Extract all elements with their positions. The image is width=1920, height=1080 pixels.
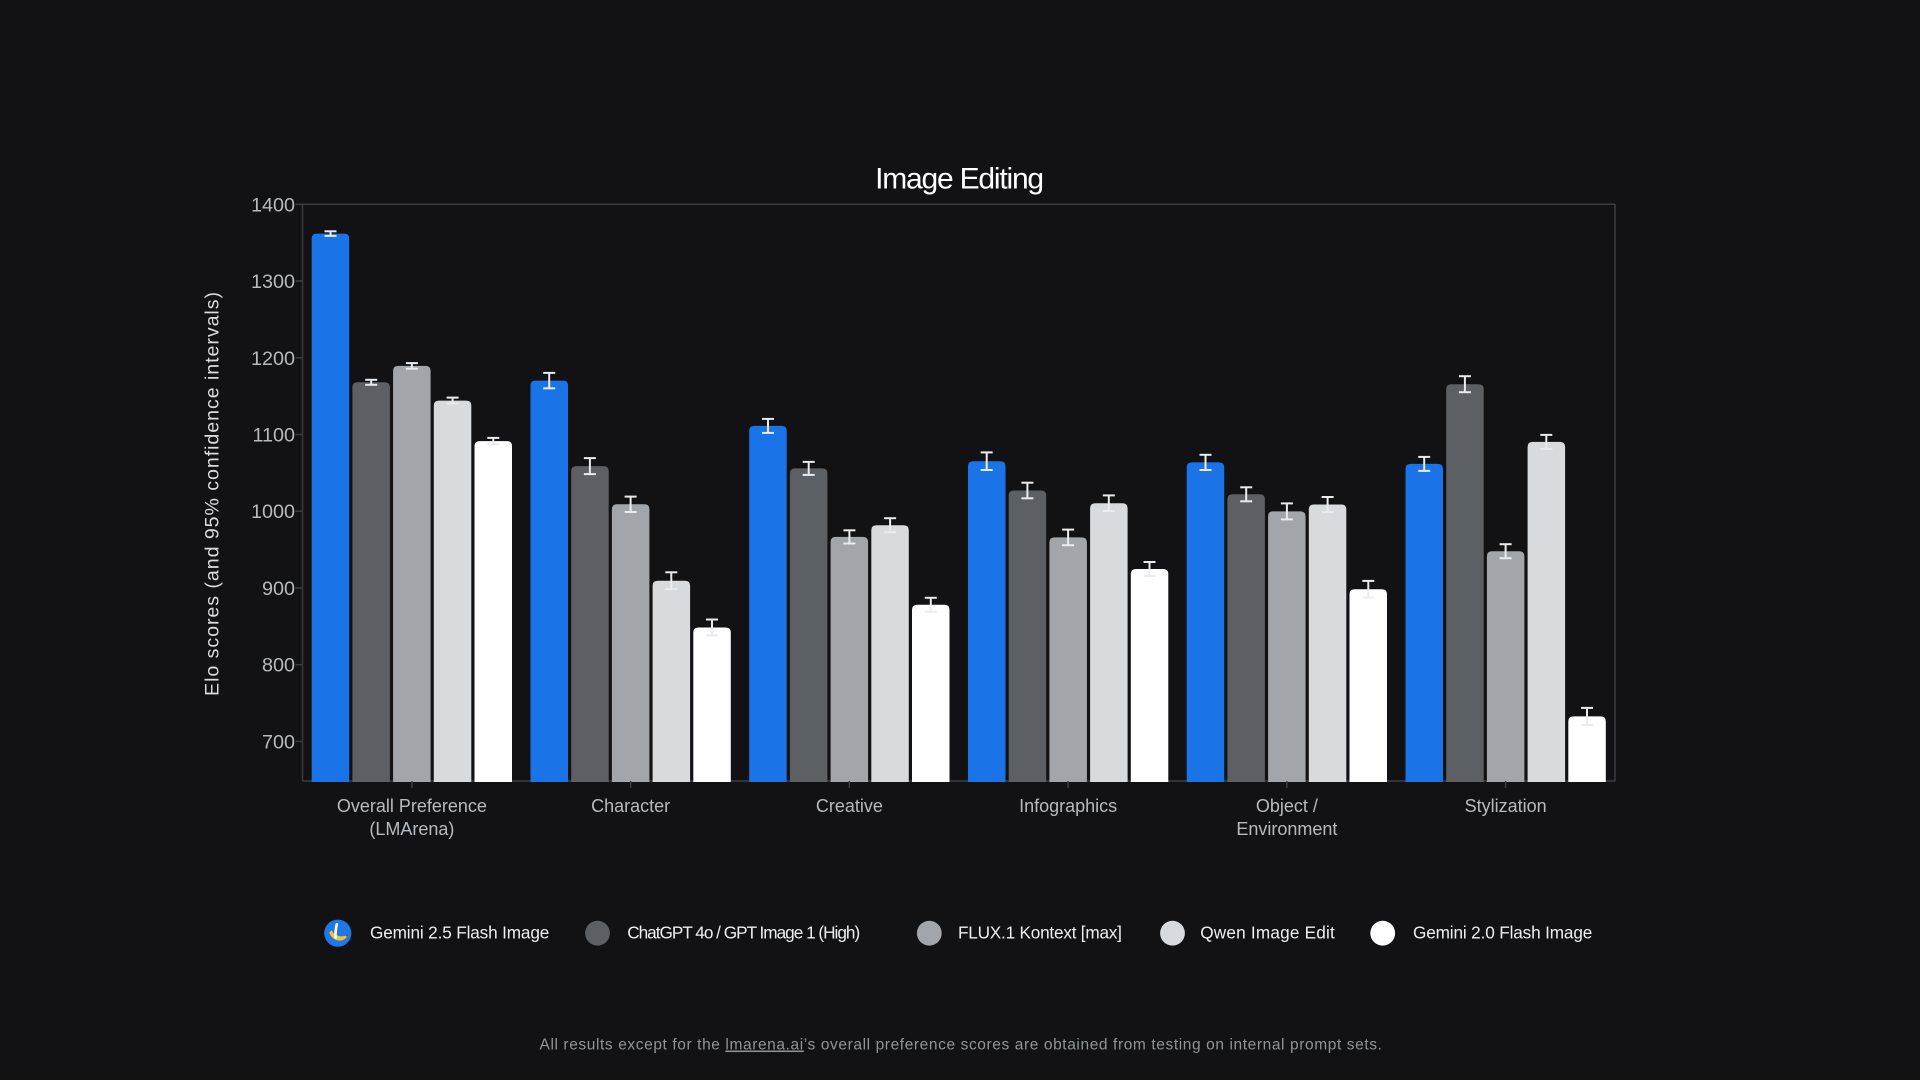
svg-text:FLUX.1 Kontext [max]: FLUX.1 Kontext [max] [958, 923, 1122, 943]
svg-text:Environment: Environment [1236, 819, 1337, 839]
svg-text:900: 900 [262, 578, 295, 600]
svg-text:1000: 1000 [251, 501, 295, 523]
svg-text:700: 700 [262, 731, 295, 753]
svg-text:Infographics: Infographics [1019, 796, 1117, 816]
svg-text:Elo scores (and 95% confidence: Elo scores (and 95% confidence intervals… [202, 291, 224, 696]
svg-text:1100: 1100 [252, 425, 295, 447]
svg-text:Qwen Image Edit: Qwen Image Edit [1200, 923, 1335, 943]
svg-text:Gemini 2.5 Flash Image: Gemini 2.5 Flash Image [370, 923, 549, 943]
svg-text:Gemini 2.0 Flash Image: Gemini 2.0 Flash Image [1413, 923, 1592, 943]
svg-text:Object /: Object / [1256, 796, 1318, 816]
svg-text:Character: Character [591, 796, 670, 816]
svg-text:All results except for the lma: All results except for the lmarena.ai’s … [540, 1037, 1383, 1054]
svg-text:Stylization: Stylization [1465, 796, 1547, 816]
svg-text:ChatGPT 4o / GPT Image 1 (High: ChatGPT 4o / GPT Image 1 (High) [627, 923, 859, 943]
svg-text:Creative: Creative [816, 796, 883, 816]
svg-text:Image Editing: Image Editing [875, 163, 1043, 196]
svg-text:1300: 1300 [251, 271, 295, 293]
svg-text:(LMArena): (LMArena) [369, 819, 454, 839]
svg-text:1200: 1200 [251, 348, 295, 370]
svg-text:800: 800 [262, 655, 295, 677]
svg-text:1400: 1400 [251, 194, 295, 216]
svg-text:Overall Preference: Overall Preference [337, 796, 487, 816]
